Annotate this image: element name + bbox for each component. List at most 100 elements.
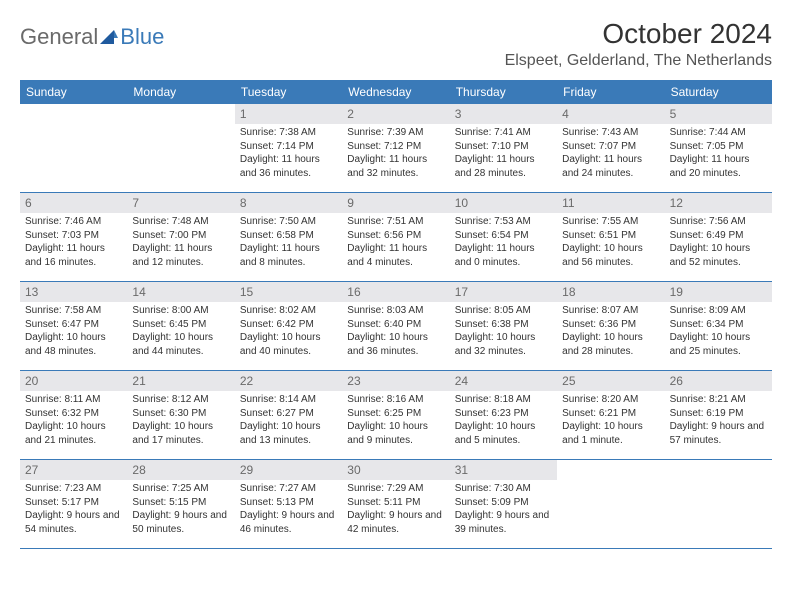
sunrise-line: Sunrise: 8:18 AM [455, 393, 552, 407]
day-number: 18 [557, 282, 664, 302]
day-number: 13 [20, 282, 127, 302]
sunset-line: Sunset: 6:23 PM [455, 407, 552, 421]
week-row: 20Sunrise: 8:11 AMSunset: 6:32 PMDayligh… [20, 371, 772, 460]
logo-text-general: General [20, 24, 98, 50]
day-cell: 20Sunrise: 8:11 AMSunset: 6:32 PMDayligh… [20, 371, 127, 459]
sunset-line: Sunset: 6:25 PM [347, 407, 444, 421]
daylight-line: Daylight: 10 hours and 21 minutes. [25, 420, 122, 447]
sunset-line: Sunset: 5:11 PM [347, 496, 444, 510]
sunset-line: Sunset: 6:34 PM [670, 318, 767, 332]
day-cell: . [127, 104, 234, 192]
day-cell: 23Sunrise: 8:16 AMSunset: 6:25 PMDayligh… [342, 371, 449, 459]
day-cell: 6Sunrise: 7:46 AMSunset: 7:03 PMDaylight… [20, 193, 127, 281]
daylight-line: Daylight: 10 hours and 13 minutes. [240, 420, 337, 447]
day-number: 29 [235, 460, 342, 480]
day-number: 24 [450, 371, 557, 391]
day-number: 6 [20, 193, 127, 213]
month-title: October 2024 [505, 18, 772, 50]
day-number: 8 [235, 193, 342, 213]
sunset-line: Sunset: 7:07 PM [562, 140, 659, 154]
sunrise-line: Sunrise: 7:51 AM [347, 215, 444, 229]
day-number: 16 [342, 282, 449, 302]
week-row: 27Sunrise: 7:23 AMSunset: 5:17 PMDayligh… [20, 460, 772, 549]
daylight-line: Daylight: 9 hours and 57 minutes. [670, 420, 767, 447]
day-header: Saturday [665, 80, 772, 104]
sunrise-line: Sunrise: 7:23 AM [25, 482, 122, 496]
day-cell: 10Sunrise: 7:53 AMSunset: 6:54 PMDayligh… [450, 193, 557, 281]
sunset-line: Sunset: 6:54 PM [455, 229, 552, 243]
daylight-line: Daylight: 9 hours and 42 minutes. [347, 509, 444, 536]
daylight-line: Daylight: 10 hours and 52 minutes. [670, 242, 767, 269]
daylight-line: Daylight: 10 hours and 17 minutes. [132, 420, 229, 447]
sunset-line: Sunset: 6:36 PM [562, 318, 659, 332]
day-cell: 18Sunrise: 8:07 AMSunset: 6:36 PMDayligh… [557, 282, 664, 370]
sunset-line: Sunset: 5:17 PM [25, 496, 122, 510]
day-cell: 31Sunrise: 7:30 AMSunset: 5:09 PMDayligh… [450, 460, 557, 548]
day-number: 9 [342, 193, 449, 213]
sunset-line: Sunset: 6:51 PM [562, 229, 659, 243]
sunrise-line: Sunrise: 8:14 AM [240, 393, 337, 407]
day-cell: 21Sunrise: 8:12 AMSunset: 6:30 PMDayligh… [127, 371, 234, 459]
sunset-line: Sunset: 7:10 PM [455, 140, 552, 154]
sunrise-line: Sunrise: 7:25 AM [132, 482, 229, 496]
sunrise-line: Sunrise: 8:20 AM [562, 393, 659, 407]
sunrise-line: Sunrise: 8:09 AM [670, 304, 767, 318]
day-cell: 5Sunrise: 7:44 AMSunset: 7:05 PMDaylight… [665, 104, 772, 192]
day-cell: . [557, 460, 664, 548]
sunrise-line: Sunrise: 8:05 AM [455, 304, 552, 318]
daylight-line: Daylight: 10 hours and 36 minutes. [347, 331, 444, 358]
sunrise-line: Sunrise: 7:55 AM [562, 215, 659, 229]
sunrise-line: Sunrise: 8:07 AM [562, 304, 659, 318]
sunrise-line: Sunrise: 7:27 AM [240, 482, 337, 496]
daylight-line: Daylight: 11 hours and 20 minutes. [670, 153, 767, 180]
location-subtitle: Elspeet, Gelderland, The Netherlands [505, 52, 772, 70]
day-cell: 29Sunrise: 7:27 AMSunset: 5:13 PMDayligh… [235, 460, 342, 548]
sunset-line: Sunset: 7:12 PM [347, 140, 444, 154]
day-number: 21 [127, 371, 234, 391]
day-number: 28 [127, 460, 234, 480]
day-number: 19 [665, 282, 772, 302]
daylight-line: Daylight: 11 hours and 36 minutes. [240, 153, 337, 180]
daylight-line: Daylight: 10 hours and 48 minutes. [25, 331, 122, 358]
daylight-line: Daylight: 11 hours and 4 minutes. [347, 242, 444, 269]
header: General Blue October 2024 Elspeet, Gelde… [20, 18, 772, 70]
day-number: 7 [127, 193, 234, 213]
sunset-line: Sunset: 6:32 PM [25, 407, 122, 421]
sunrise-line: Sunrise: 8:03 AM [347, 304, 444, 318]
daylight-line: Daylight: 11 hours and 32 minutes. [347, 153, 444, 180]
sunrise-line: Sunrise: 7:46 AM [25, 215, 122, 229]
sunset-line: Sunset: 7:00 PM [132, 229, 229, 243]
day-number: 30 [342, 460, 449, 480]
day-cell: 7Sunrise: 7:48 AMSunset: 7:00 PMDaylight… [127, 193, 234, 281]
day-cell: 25Sunrise: 8:20 AMSunset: 6:21 PMDayligh… [557, 371, 664, 459]
daylight-line: Daylight: 9 hours and 54 minutes. [25, 509, 122, 536]
sunrise-line: Sunrise: 8:02 AM [240, 304, 337, 318]
sunset-line: Sunset: 6:45 PM [132, 318, 229, 332]
day-cell: 11Sunrise: 7:55 AMSunset: 6:51 PMDayligh… [557, 193, 664, 281]
sunset-line: Sunset: 6:19 PM [670, 407, 767, 421]
day-number: 10 [450, 193, 557, 213]
day-header: Tuesday [235, 80, 342, 104]
daylight-line: Daylight: 9 hours and 46 minutes. [240, 509, 337, 536]
daylight-line: Daylight: 10 hours and 1 minute. [562, 420, 659, 447]
daylight-line: Daylight: 10 hours and 56 minutes. [562, 242, 659, 269]
day-header: Wednesday [342, 80, 449, 104]
day-cell: 30Sunrise: 7:29 AMSunset: 5:11 PMDayligh… [342, 460, 449, 548]
daylight-line: Daylight: 11 hours and 28 minutes. [455, 153, 552, 180]
day-cell: 4Sunrise: 7:43 AMSunset: 7:07 PMDaylight… [557, 104, 664, 192]
sunrise-line: Sunrise: 7:56 AM [670, 215, 767, 229]
sunset-line: Sunset: 7:05 PM [670, 140, 767, 154]
week-row: ..1Sunrise: 7:38 AMSunset: 7:14 PMDaylig… [20, 104, 772, 193]
calendar: SundayMondayTuesdayWednesdayThursdayFrid… [20, 80, 772, 549]
day-cell: 19Sunrise: 8:09 AMSunset: 6:34 PMDayligh… [665, 282, 772, 370]
sunrise-line: Sunrise: 8:16 AM [347, 393, 444, 407]
day-cell: 15Sunrise: 8:02 AMSunset: 6:42 PMDayligh… [235, 282, 342, 370]
sunset-line: Sunset: 6:21 PM [562, 407, 659, 421]
daylight-line: Daylight: 10 hours and 32 minutes. [455, 331, 552, 358]
day-header: Friday [557, 80, 664, 104]
day-number: 23 [342, 371, 449, 391]
day-cell: 2Sunrise: 7:39 AMSunset: 7:12 PMDaylight… [342, 104, 449, 192]
day-number: 14 [127, 282, 234, 302]
day-cell: 17Sunrise: 8:05 AMSunset: 6:38 PMDayligh… [450, 282, 557, 370]
daylight-line: Daylight: 11 hours and 0 minutes. [455, 242, 552, 269]
